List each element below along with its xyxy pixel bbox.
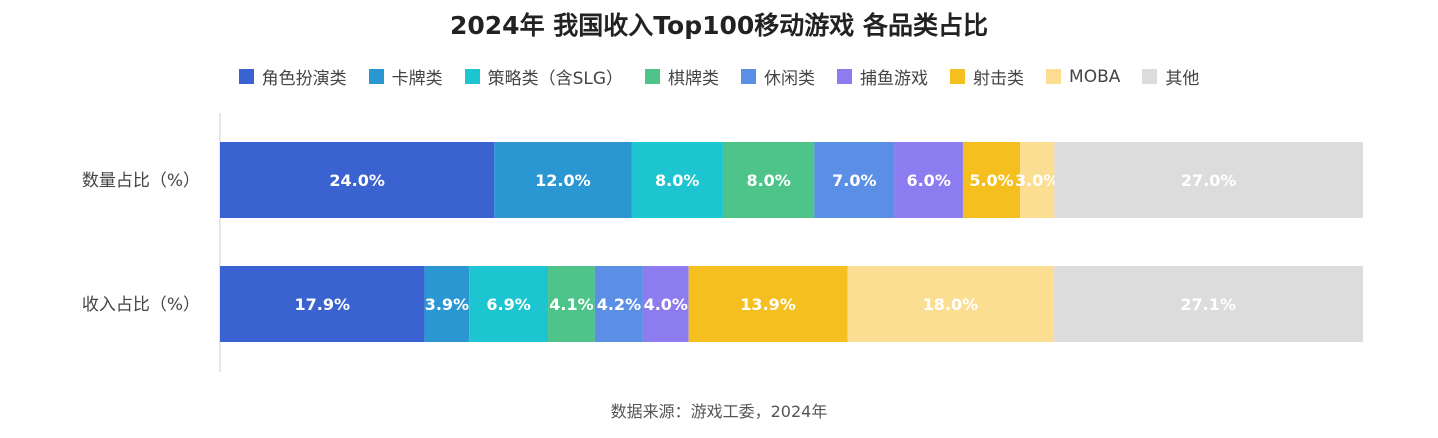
bar-segment	[220, 266, 425, 342]
legend-item: 捕鱼游戏	[837, 64, 928, 89]
bar-segment	[594, 266, 643, 342]
bar-segment	[548, 266, 595, 342]
legend-item: MOBA	[1046, 67, 1120, 87]
legend-swatch	[238, 69, 254, 84]
legend-item: 棋牌类	[645, 64, 719, 89]
bar-value-label: 13.9%	[740, 295, 796, 314]
bar-value-label: 27.1%	[1180, 295, 1236, 314]
bar-segment	[1054, 142, 1363, 218]
bar-segment	[469, 266, 549, 342]
legend-swatch	[950, 69, 966, 84]
legend-swatch	[368, 69, 384, 84]
bar-segment	[424, 266, 470, 342]
category-label: 数量占比（%）	[82, 171, 200, 191]
legend-swatch	[464, 69, 480, 84]
legend-label: 策略类（含SLG）	[487, 69, 624, 89]
bar-segment	[494, 142, 632, 218]
bar-value-label: 5.0%	[969, 171, 1013, 190]
legend-label: 其他	[1165, 69, 1200, 89]
bar-segment	[1020, 142, 1055, 218]
bar-segment	[814, 142, 895, 218]
legend-swatch	[741, 69, 757, 84]
bar-value-label: 4.1%	[549, 295, 593, 314]
bar-value-label: 4.0%	[644, 295, 688, 314]
legend-label: 棋牌类	[668, 69, 720, 89]
legend-label: 休闲类	[764, 69, 816, 89]
legend-item: 策略类（含SLG）	[464, 64, 624, 89]
bar-value-label: 24.0%	[329, 171, 385, 190]
bar-value-label: 17.9%	[295, 295, 351, 314]
category-label: 收入占比（%）	[82, 295, 200, 315]
legend-label: MOBA	[1069, 66, 1121, 87]
legend-item: 休闲类	[741, 64, 815, 89]
legend-swatch	[1142, 69, 1158, 84]
bar-value-label: 3.9%	[425, 295, 469, 314]
legend-item: 其他	[1142, 64, 1199, 89]
bar-segment	[688, 266, 848, 342]
chart-legend: 角色扮演类 卡牌类 策略类（含SLG） 棋牌类 休闲类 捕鱼游戏 射击类 MOBA 其他	[0, 64, 1438, 89]
legend-swatch	[645, 69, 661, 84]
bar-segment	[722, 142, 815, 218]
bar-segment	[642, 266, 689, 342]
bar-segment	[631, 142, 723, 218]
legend-swatch	[837, 69, 853, 84]
legend-item: 角色扮演类	[238, 64, 347, 89]
legend-item: 射击类	[950, 64, 1024, 89]
data-source-note: 数据来源：游戏工委，2024年	[610, 402, 828, 421]
bar-value-label: 8.0%	[655, 171, 699, 190]
legend-label: 射击类	[973, 69, 1025, 89]
bar-value-label: 8.0%	[746, 171, 790, 190]
bar-value-label: 6.9%	[486, 295, 530, 314]
bar-segment	[894, 142, 963, 218]
chart-title: 2024年 我国收入Top100移动游戏 各品类占比	[450, 11, 988, 40]
bar-value-label: 3.0%	[1015, 171, 1059, 190]
legend-label: 角色扮演类	[261, 69, 347, 89]
bar-segment	[847, 266, 1054, 342]
bar-segment	[1053, 266, 1363, 342]
legend-label: 捕鱼游戏	[860, 69, 929, 89]
bar-value-label: 7.0%	[832, 171, 876, 190]
bar-segment	[962, 142, 1021, 218]
bar-value-label: 12.0%	[535, 171, 591, 190]
bar-value-label: 18.0%	[923, 295, 979, 314]
bar-value-label: 6.0%	[906, 171, 950, 190]
legend-swatch	[1046, 69, 1062, 84]
bar-segment	[220, 142, 495, 218]
legend-label: 卡牌类	[391, 69, 443, 89]
bar-value-label: 27.0%	[1181, 171, 1237, 190]
bar-value-label: 4.2%	[597, 295, 641, 314]
legend-item: 卡牌类	[368, 64, 443, 89]
